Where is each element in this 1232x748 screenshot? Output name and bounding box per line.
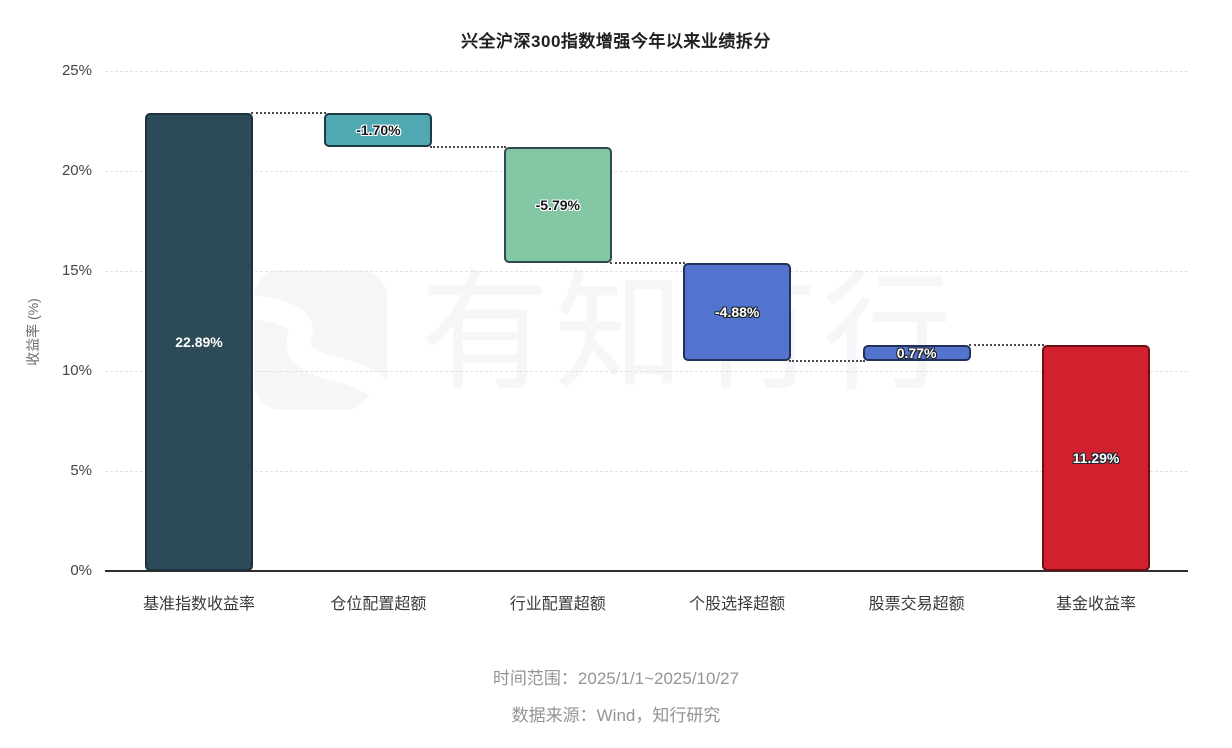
- y-tick-label: 5%: [70, 462, 92, 479]
- y-tick-label: 15%: [61, 262, 92, 279]
- footer-data-source: 数据来源：Wind，知行研究: [511, 706, 721, 725]
- footer-time-range: 时间范围：2025/1/1~2025/10/27: [492, 669, 740, 688]
- y-tick-label: 10%: [61, 362, 92, 379]
- waterfall-bar: -5.79%: [503, 147, 612, 263]
- x-category-label: 基准指数收益率: [142, 596, 255, 613]
- h-gridline: [105, 471, 1188, 472]
- waterfall-bar: -1.70%: [324, 113, 433, 148]
- waterfall-connector: [251, 112, 327, 115]
- y-tick-label: 0%: [70, 562, 92, 579]
- bar-value-label: 22.89%: [175, 334, 223, 351]
- waterfall-bar: 22.89%: [145, 113, 253, 571]
- bar-value-label: 0.77%: [896, 344, 937, 361]
- x-category-label: 个股选择超额: [689, 596, 786, 613]
- h-gridline: [105, 271, 1188, 272]
- waterfall-bar: 0.77%: [862, 344, 971, 361]
- waterfall-connector: [609, 262, 686, 264]
- bar-value-label: -5.79%: [535, 197, 580, 214]
- waterfall-bar: 11.29%: [1042, 345, 1150, 571]
- x-axis-line: [105, 570, 1188, 572]
- x-category-label: 仓位配置超额: [330, 596, 427, 613]
- h-gridline: [105, 171, 1188, 172]
- h-gridline: [105, 371, 1188, 372]
- chart-title: 兴全沪深300指数增强今年以来业绩拆分: [461, 32, 771, 51]
- bar-value-label: -1.70%: [356, 122, 401, 139]
- x-category-label: 行业配置超额: [509, 596, 606, 613]
- plot-area: 22.89% -1.70% -5.79% -4.88% 0.77% 11.29%: [105, 71, 1188, 572]
- bar-value-label: 11.29%: [1072, 450, 1120, 467]
- youzhiyouxing-logo-icon: [254, 270, 387, 410]
- waterfall-bar: -4.88%: [683, 263, 792, 361]
- x-category-label: 股票交易超额: [868, 596, 965, 613]
- bar-value-label: -4.88%: [715, 303, 760, 320]
- waterfall-connector: [430, 146, 506, 149]
- y-tick-label: 20%: [61, 162, 92, 179]
- y-tick-label: 25%: [61, 62, 92, 79]
- waterfall-connector: [789, 359, 865, 362]
- x-category-label: 基金收益率: [1055, 596, 1136, 613]
- h-gridline: [105, 71, 1188, 72]
- waterfall-connector: [968, 344, 1044, 347]
